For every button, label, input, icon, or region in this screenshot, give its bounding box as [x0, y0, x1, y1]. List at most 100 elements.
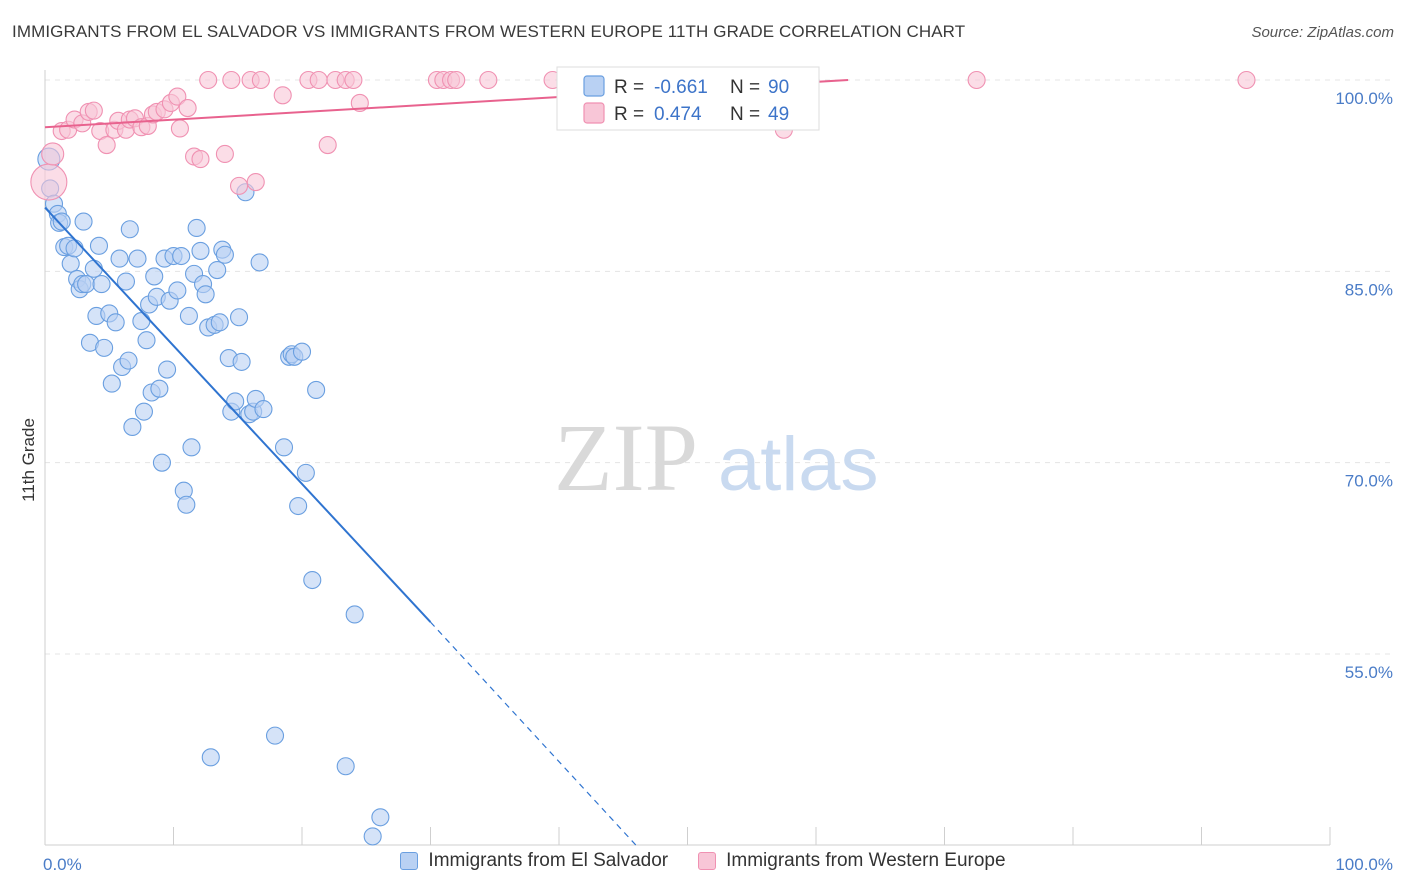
point-s0-45: [172, 246, 191, 266]
point-s1-29: [229, 176, 249, 195]
point-s0-16: [84, 259, 103, 278]
point-s0-74: [274, 438, 294, 457]
point-s0-22: [102, 374, 121, 393]
y-axis-label: 11th Grade: [19, 418, 38, 502]
legend-swatch-western-europe: [583, 102, 605, 124]
legend-r-label-2: R =: [614, 104, 644, 125]
point-s1-36: [318, 136, 337, 155]
point-s0-39: [152, 453, 171, 472]
legend-swatch-el-salvador: [583, 75, 605, 97]
bottom-legend-swatch-el-salvador: [400, 852, 419, 870]
point-s0-73: [265, 726, 285, 745]
point-s0-49: [182, 438, 201, 457]
point-s0-31: [132, 312, 151, 331]
point-s0-19: [92, 275, 111, 294]
point-s0-26: [116, 272, 136, 291]
point-s0-38: [150, 379, 169, 398]
chart-title: IMMIGRANTS FROM EL SALVADOR VS IMMIGRANT…: [12, 22, 966, 41]
point-s1-25: [191, 150, 210, 169]
point-s1-26: [199, 70, 218, 90]
point-s0-27: [119, 351, 138, 370]
bottom-legend: Immigrants from El Salvador Immigrants f…: [0, 850, 1406, 872]
legend-r-label-1: R =: [614, 77, 644, 98]
point-s1-32: [251, 70, 270, 90]
point-s1-27: [215, 144, 234, 164]
legend-r-value-2: 0.474: [654, 104, 702, 125]
point-s0-28: [120, 220, 139, 239]
point-s1-28: [222, 70, 241, 90]
point-s1-31: [246, 172, 265, 192]
legend-n-label-1: N =: [730, 77, 760, 98]
watermark: ZIP atlas: [554, 404, 879, 511]
watermark-zip: ZIP: [554, 404, 698, 511]
point-s1-0: [30, 163, 68, 201]
bottom-legend-label-el-salvador: Immigrants from El Salvador: [428, 850, 669, 871]
point-s1-35: [309, 70, 328, 90]
point-s1-1: [41, 142, 65, 166]
point-s0-36: [145, 267, 164, 286]
bottom-legend-item-western-europe: Immigrants from Western Europe: [698, 850, 1006, 872]
legend-n-label-2: N =: [730, 104, 760, 125]
point-s0-59: [210, 313, 229, 332]
point-s1-21: [168, 87, 187, 106]
point-s0-56: [201, 748, 220, 767]
point-s1-45: [479, 70, 498, 90]
point-s0-54: [196, 285, 215, 304]
bottom-legend-swatch-western-europe: [698, 852, 717, 870]
point-s1-7: [84, 101, 103, 120]
point-s0-83: [336, 757, 355, 776]
point-s1-49: [967, 70, 986, 90]
point-s0-44: [168, 281, 187, 300]
point-s0-33: [137, 331, 156, 350]
point-s1-39: [344, 70, 363, 90]
point-s0-52: [191, 241, 210, 260]
point-s0-72: [254, 400, 273, 419]
point-s0-82: [307, 380, 326, 400]
point-s1-40: [350, 93, 369, 113]
trend-line-ext-0: [430, 621, 637, 846]
x-tick-label-0: 0.0%: [43, 855, 82, 874]
y-tick-label-1: 85.0%: [1345, 280, 1393, 299]
point-s1-33: [273, 86, 292, 105]
legend: R = -0.661 N = 90 R = 0.474 N = 49: [556, 66, 820, 131]
y-tick-label-0: 100.0%: [1335, 89, 1393, 108]
tick-labels: 100.0% 85.0% 70.0% 55.0% 0.0% 100.0%: [43, 89, 1393, 874]
point-s0-85: [363, 827, 382, 846]
point-s0-5: [52, 212, 71, 231]
point-s0-61: [215, 245, 234, 264]
legend-r-value-1: -0.661: [654, 77, 708, 98]
legend-n-value-2: 49: [768, 104, 789, 125]
data-points: [30, 70, 1256, 846]
point-s0-8: [61, 254, 80, 273]
point-s1-9: [97, 136, 116, 155]
point-s0-80: [296, 463, 315, 482]
point-s0-79: [292, 342, 312, 361]
point-s0-66: [232, 352, 251, 371]
point-s1-50: [1237, 70, 1256, 90]
point-s0-23: [106, 313, 125, 332]
axes: [44, 70, 1331, 846]
point-s0-32: [134, 402, 153, 421]
point-s0-20: [95, 338, 114, 357]
point-s0-51: [187, 218, 206, 238]
point-s1-22: [170, 119, 189, 138]
point-s0-29: [123, 417, 142, 437]
point-s0-13: [74, 212, 93, 231]
y-tick-label-2: 70.0%: [1345, 472, 1393, 491]
point-s0-48: [179, 306, 198, 326]
series-1-points: [30, 70, 1256, 201]
trend-line-0: [44, 206, 432, 623]
legend-n-value-1: 90: [768, 77, 789, 98]
point-s0-58: [208, 261, 227, 280]
point-s0-64: [226, 392, 245, 411]
y-tick-label-3: 55.0%: [1345, 663, 1393, 682]
point-s0-71: [250, 253, 269, 272]
point-s1-44: [447, 70, 466, 90]
series-0-points: [37, 147, 390, 846]
bottom-legend-label-western-europe: Immigrants from Western Europe: [726, 850, 1006, 871]
point-s0-24: [110, 249, 129, 268]
watermark-atlas: atlas: [718, 422, 879, 507]
point-s0-14: [77, 275, 96, 294]
point-s0-84: [345, 605, 364, 624]
